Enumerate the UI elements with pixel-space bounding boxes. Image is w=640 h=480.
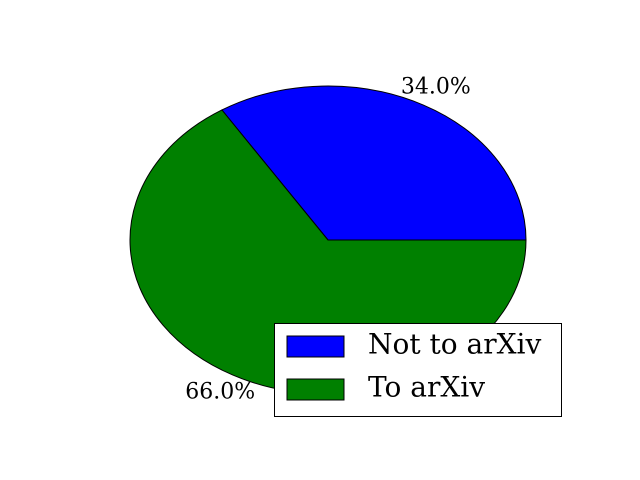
percent-labels: 34.0% 66.0% bbox=[185, 75, 470, 405]
legend-label-1: To arXiv bbox=[368, 371, 485, 404]
pie-slices bbox=[129, 85, 527, 395]
legend: Not to arXiv To arXiv bbox=[274, 323, 562, 417]
pie-slice-0 bbox=[221, 85, 527, 241]
pie-percent-label-1: 66.0% bbox=[185, 380, 255, 405]
pie-percent-label-0: 34.0% bbox=[401, 75, 471, 100]
legend-swatch-0 bbox=[286, 335, 345, 358]
legend-label-0: Not to arXiv bbox=[368, 328, 541, 361]
legend-swatch-1 bbox=[286, 378, 345, 401]
